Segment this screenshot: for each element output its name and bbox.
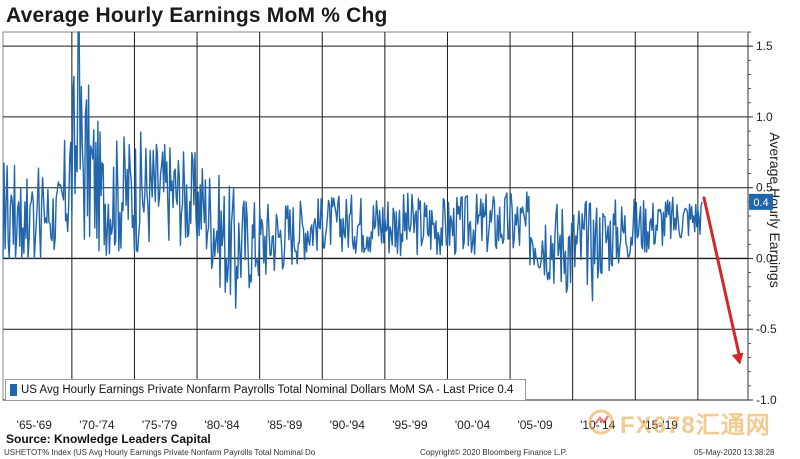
x-tick-label: '65-'69 <box>17 418 53 432</box>
last-price-tag <box>749 193 773 210</box>
watermark-text: FX678汇通网 <box>620 411 771 439</box>
arrow-layer <box>702 196 744 365</box>
y-tick-label: 0.0 <box>756 251 773 265</box>
legend-swatch <box>10 384 17 396</box>
chart-title: Average Hourly Earnings MoM % Chg <box>6 4 388 27</box>
y-axis-label: Average Hourly Earnings <box>767 132 783 287</box>
y-tick-label: 1.5 <box>756 39 773 53</box>
x-tick-label: '70-'74 <box>79 418 115 432</box>
x-tick-label: '05-'09 <box>517 418 553 432</box>
last-price-label: 0.4 <box>753 197 768 209</box>
series-layer <box>2 31 703 309</box>
x-tick-label: '15-'19 <box>643 418 679 432</box>
legend: US Avg Hourly Earnings Private Nonfarm P… <box>5 379 526 401</box>
y-tick-label: 0.5 <box>756 181 773 195</box>
axis-layer: 1.5 1.0 0.5 0.0 -0.5 -1.0 '65-'69 '70-'74 '75-'7… <box>17 31 783 432</box>
y-tick-label: -0.5 <box>756 322 777 336</box>
y-tick-label: 1.0 <box>756 110 773 124</box>
footer-copyright: Copyright© 2020 Bloomberg Finance L.P. <box>420 448 568 457</box>
projection-arrow-shaft <box>702 196 742 361</box>
y-tick-label: -1.0 <box>756 393 777 407</box>
x-tick-label: '00-'04 <box>455 418 491 432</box>
x-tick-label: '75-'79 <box>142 418 178 432</box>
x-tick-label: '85-'89 <box>267 418 303 432</box>
footer-ticker: USHETOT% Index (US Avg Hourly Earnings P… <box>4 448 316 457</box>
watermark-logo-icon <box>588 409 614 435</box>
projection-arrow-head <box>731 352 744 365</box>
x-tick-label: '90-'94 <box>330 418 366 432</box>
x-tick-label: '80-'84 <box>204 418 240 432</box>
watermark: FX678汇通网 <box>588 406 771 439</box>
source-note: Source: Knowledge Leaders Capital <box>6 432 211 446</box>
legend-label: US Avg Hourly Earnings Private Nonfarm P… <box>21 384 514 396</box>
footer-timestamp: 05-May-2020 13:38:28 <box>694 448 775 457</box>
series-line <box>2 31 703 309</box>
x-tick-label: '95-'99 <box>392 418 428 432</box>
